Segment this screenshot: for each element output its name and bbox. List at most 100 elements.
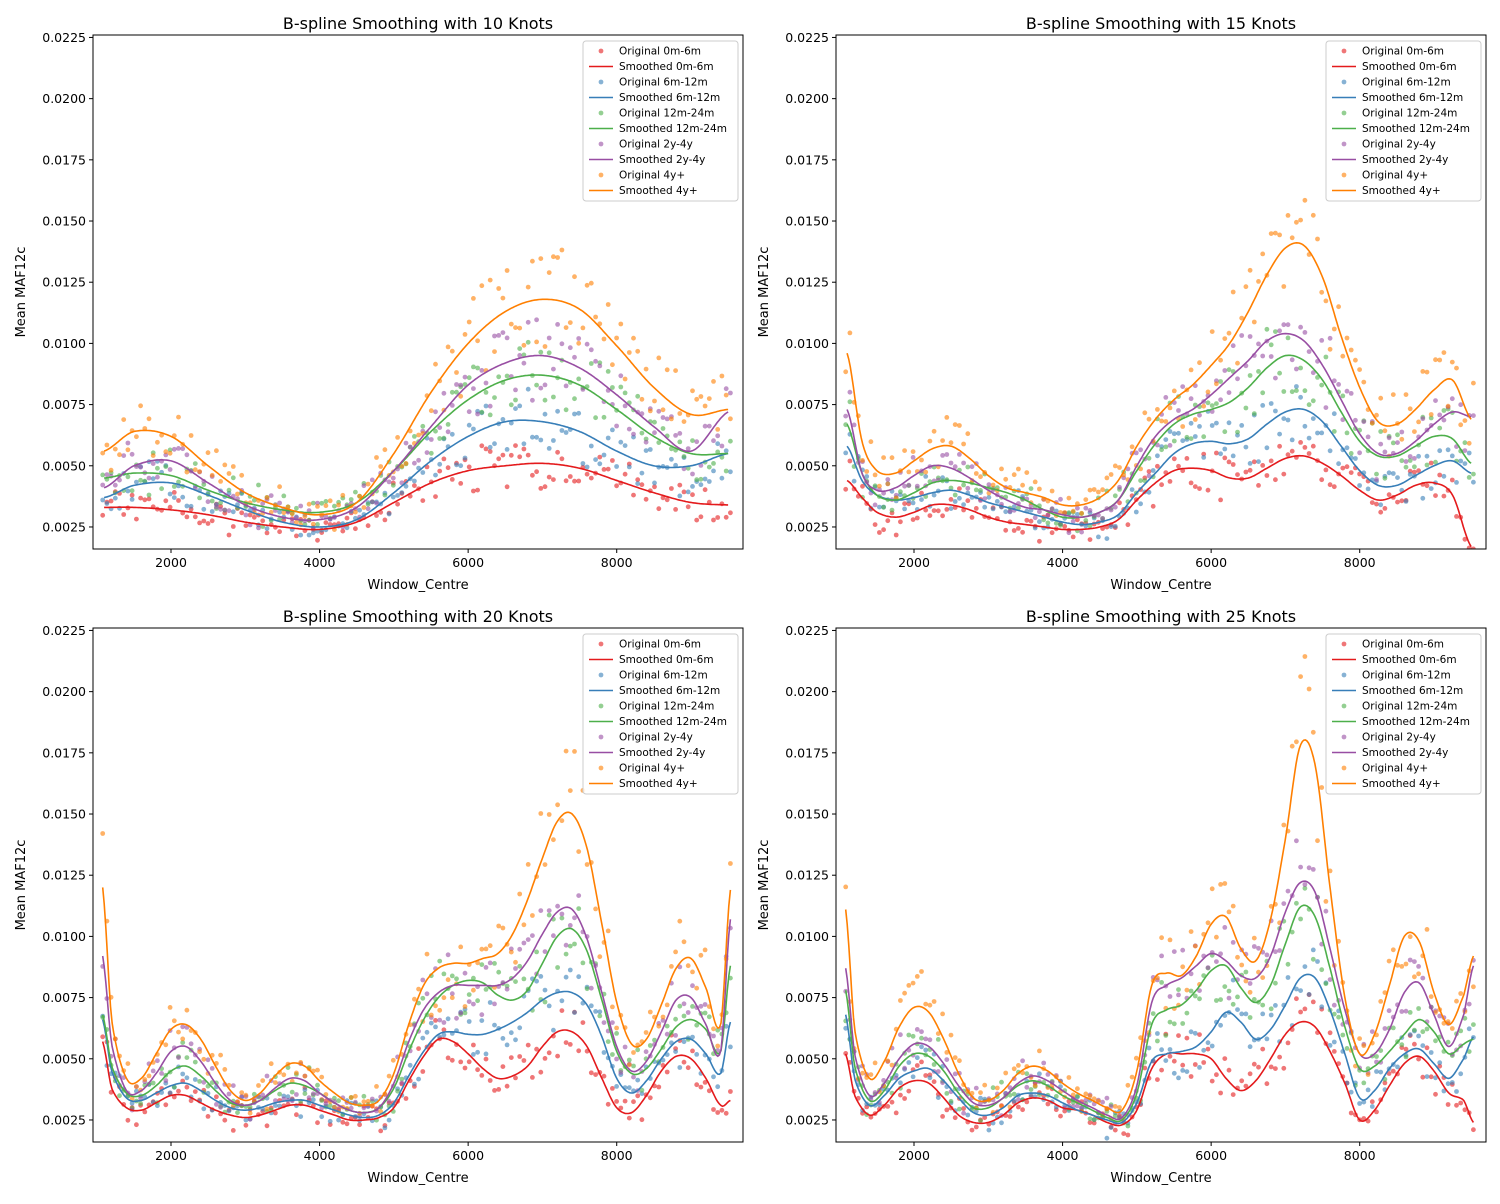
original-point: [1395, 1064, 1400, 1070]
original-point: [677, 482, 683, 488]
original-point: [517, 403, 523, 409]
original-point: [1032, 525, 1038, 531]
original-point: [923, 1073, 929, 1078]
legend-label-smoothed: Smoothed 6m-12m: [619, 685, 720, 697]
original-point: [563, 383, 569, 389]
original-point: [525, 284, 531, 290]
original-point: [327, 498, 333, 504]
original-point: [1003, 1070, 1009, 1076]
original-point: [492, 395, 497, 400]
original-point: [1188, 420, 1194, 426]
original-point: [1251, 319, 1257, 325]
original-point: [1374, 1109, 1379, 1115]
original-point: [1167, 1053, 1173, 1059]
original-point: [1336, 304, 1341, 310]
original-point: [1416, 971, 1421, 977]
original-point: [1310, 867, 1316, 872]
original-point: [462, 1065, 468, 1071]
original-point: [1298, 1009, 1303, 1015]
original-point: [458, 1010, 464, 1016]
original-point: [1273, 980, 1278, 986]
original-point: [910, 449, 916, 454]
legend-label-original: Original 0m-6m: [619, 639, 701, 651]
original-point: [125, 440, 131, 446]
original-point: [218, 1052, 224, 1058]
y-tick-label: 0.0125: [785, 868, 829, 883]
original-point: [1167, 405, 1173, 411]
original-point: [572, 915, 577, 921]
original-point: [1433, 1038, 1438, 1044]
original-point: [719, 1107, 725, 1113]
original-point: [1218, 1022, 1223, 1028]
original-point: [1024, 1099, 1030, 1105]
original-point: [546, 908, 552, 913]
original-point: [664, 1002, 670, 1008]
original-point: [1112, 1127, 1118, 1133]
original-point: [197, 1079, 203, 1084]
original-point: [677, 1003, 683, 1009]
original-point: [1277, 232, 1282, 238]
original-point: [353, 1093, 358, 1099]
original-point: [931, 428, 937, 434]
original-point: [1222, 429, 1228, 435]
original-point: [1155, 1077, 1160, 1082]
original-point: [201, 506, 207, 512]
y-tick-label: 0.0175: [42, 745, 86, 760]
original-point: [1218, 497, 1223, 503]
original-point: [1306, 992, 1312, 997]
smoothed-line-0m-6m: [104, 462, 729, 531]
original-point: [504, 1042, 510, 1048]
original-point: [563, 942, 569, 948]
original-point: [1281, 389, 1287, 394]
original-point: [479, 1073, 485, 1078]
original-point: [847, 458, 853, 464]
original-point: [445, 422, 451, 427]
original-point: [441, 456, 447, 462]
original-point: [986, 1127, 992, 1133]
original-point: [1386, 1008, 1392, 1014]
original-point: [108, 498, 114, 504]
y-tick-label: 0.0100: [42, 929, 86, 944]
original-point: [923, 1001, 929, 1007]
original-point: [1058, 496, 1063, 502]
original-point: [973, 487, 979, 493]
original-point: [479, 962, 485, 967]
original-point: [374, 455, 379, 460]
original-point: [382, 517, 388, 523]
original-point: [538, 385, 544, 391]
legend-label-original: Original 4y+: [619, 170, 685, 182]
original-point: [521, 342, 527, 348]
original-point: [614, 1084, 619, 1089]
original-point: [1315, 430, 1320, 436]
original-point: [1104, 475, 1110, 481]
original-point: [563, 748, 569, 754]
y-axis-label: Mean MAF12c: [757, 247, 772, 338]
original-point: [715, 1110, 721, 1115]
original-point: [369, 477, 375, 483]
original-point: [403, 483, 409, 489]
legend-label-original: Original 6m-12m: [1362, 670, 1451, 682]
legend-marker-original: [1341, 48, 1347, 54]
original-point: [605, 369, 611, 374]
original-point: [1382, 506, 1388, 511]
original-point: [1150, 468, 1156, 473]
original-point: [479, 409, 485, 415]
original-point: [1454, 998, 1459, 1004]
original-point: [626, 464, 632, 470]
original-point: [1222, 925, 1228, 930]
original-point: [567, 474, 573, 479]
original-point: [407, 444, 413, 450]
original-point: [690, 492, 695, 498]
legend-marker-original: [1341, 734, 1347, 740]
legend-label-smoothed: Smoothed 0m-6m: [619, 61, 714, 73]
original-point: [1390, 471, 1396, 476]
original-point: [104, 472, 110, 478]
original-point: [639, 470, 645, 476]
original-point: [660, 407, 666, 413]
original-point: [1205, 400, 1211, 406]
original-point: [1353, 417, 1358, 423]
original-point: [652, 480, 657, 486]
original-point: [1247, 989, 1253, 995]
original-point: [614, 464, 619, 469]
original-point: [336, 1098, 341, 1104]
